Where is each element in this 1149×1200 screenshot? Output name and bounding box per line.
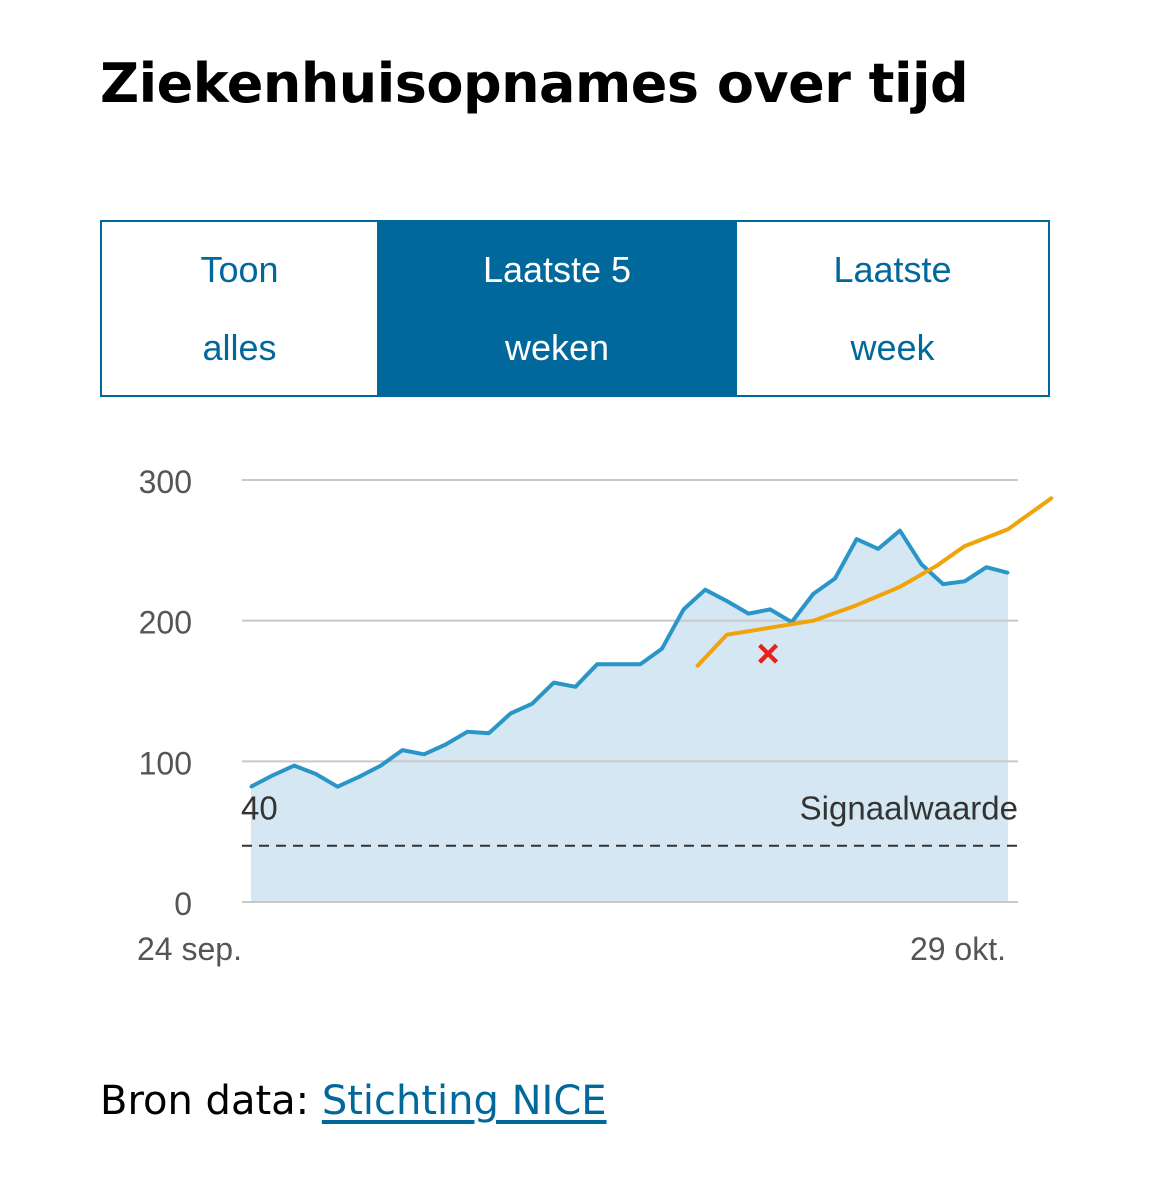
data-point xyxy=(855,537,859,541)
data-point xyxy=(314,772,318,776)
data-point xyxy=(530,702,534,706)
y-tick-label: 100 xyxy=(139,745,192,781)
x-tick-label-start: 24 sep. xyxy=(137,931,242,967)
time-range-tabs: Toon alles Laatste 5 weken Laatste week xyxy=(100,220,1050,397)
data-point xyxy=(984,565,988,569)
data-point xyxy=(379,764,383,768)
data-point xyxy=(768,607,772,611)
data-point xyxy=(400,748,404,752)
data-point xyxy=(595,662,599,666)
data-point xyxy=(920,562,923,566)
threshold-label: Signaalwaarde xyxy=(800,790,1018,827)
data-point xyxy=(444,743,448,746)
hospital-admissions-chart: 0 100 200 300 40 Signaalwaarde × 24 sep. 29 okt. xyxy=(137,464,1054,967)
data-point xyxy=(660,647,664,651)
data-point xyxy=(552,681,556,685)
data-point xyxy=(811,592,815,596)
trend-line xyxy=(695,496,1054,668)
data-point xyxy=(249,785,253,789)
y-tick-label: 0 xyxy=(174,886,192,922)
y-tick-label: 200 xyxy=(139,605,192,641)
page-title: Ziekenhuisopnames over tijd xyxy=(100,52,969,115)
data-point xyxy=(898,529,902,533)
tab-last-week[interactable]: Laatste week xyxy=(737,222,1048,395)
data-point xyxy=(573,685,577,689)
threshold-value-label: 40 xyxy=(241,790,278,827)
tab-show-all[interactable]: Toon alles xyxy=(102,222,377,395)
data-point xyxy=(336,785,339,789)
source-link[interactable]: Stichting NICE xyxy=(321,1078,607,1124)
data-point xyxy=(703,588,707,592)
series-area xyxy=(251,530,1008,902)
data-point xyxy=(963,579,967,583)
data-point xyxy=(941,582,945,586)
tab-last-week-label: Laatste week xyxy=(833,248,952,368)
data-point xyxy=(833,577,837,580)
tab-last-5-weeks[interactable]: Laatste 5 weken xyxy=(377,222,737,395)
data-point xyxy=(876,547,880,551)
series-line xyxy=(250,528,1009,789)
tab-last-5-weeks-label: Laatste 5 weken xyxy=(482,248,632,368)
data-point xyxy=(617,662,621,666)
source-label: Bron data: xyxy=(100,1078,310,1124)
data-point xyxy=(271,773,275,777)
data-point xyxy=(747,612,750,616)
data-point xyxy=(725,599,729,603)
data-point xyxy=(357,775,361,779)
data-point xyxy=(292,764,296,768)
data-point xyxy=(682,607,686,611)
source-line: Bron data: Stichting NICE xyxy=(100,1078,607,1124)
marker-cross: × xyxy=(756,632,779,676)
tab-show-all-label: Toon alles xyxy=(200,248,279,368)
data-point xyxy=(465,730,469,734)
data-point xyxy=(638,662,642,666)
y-tick-label: 300 xyxy=(139,464,192,500)
data-point xyxy=(1006,571,1010,575)
x-tick-label-end: 29 okt. xyxy=(910,931,1006,967)
data-point xyxy=(487,731,491,735)
data-point xyxy=(509,712,512,715)
data-point xyxy=(422,752,426,756)
